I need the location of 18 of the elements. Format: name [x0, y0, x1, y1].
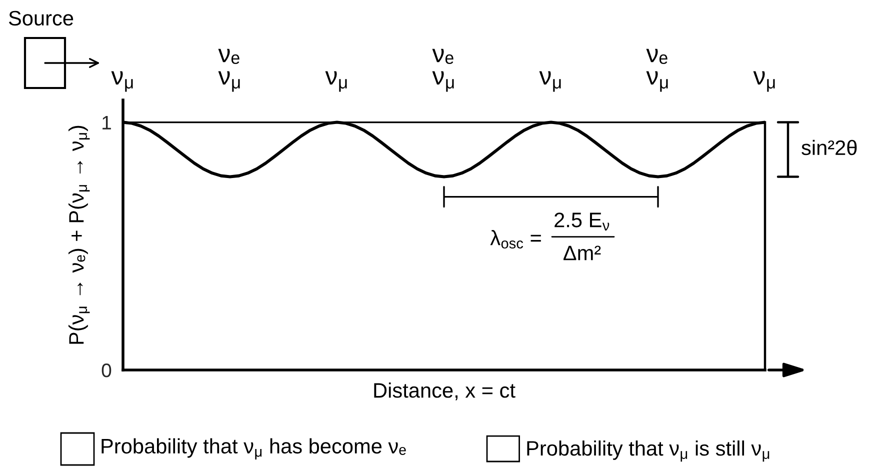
text: νₑ ν$_{μ}$: [432, 48, 454, 92]
y-tick-label: 0: [102, 363, 112, 378]
text: ν$_{μ}$: [111, 71, 133, 92]
legend-label: Probability that ν$_{μ}$ is still ν$_{μ}$: [527, 440, 770, 462]
text: Source: [8, 10, 74, 26]
text: sin²2θ: [802, 140, 857, 156]
x-axis-title: Distance, x = ct: [374, 382, 516, 400]
text: ν$_{μ}$: [539, 71, 561, 92]
text: νₑ ν$_{μ}$: [218, 48, 240, 92]
annotation: λ$_{osc}$ =: [490, 230, 541, 249]
text: ν$_{μ}$: [753, 71, 775, 92]
text: ν$_{μ}$: [325, 71, 347, 92]
text: νₑ ν$_{μ}$: [646, 48, 668, 92]
y-axis-title: P(ν$_{μ}$ → νₑ) + P(ν$_{μ}$ → ν$_{μ}$): [68, 126, 90, 344]
annotation: 2.5 E$_{ν}$: [554, 212, 610, 230]
annotation: Δm²: [564, 246, 601, 260]
text: Probability that ν$_{μ}$ has become νₑ: [102, 438, 406, 460]
y-tick-label: 1: [102, 116, 111, 130]
